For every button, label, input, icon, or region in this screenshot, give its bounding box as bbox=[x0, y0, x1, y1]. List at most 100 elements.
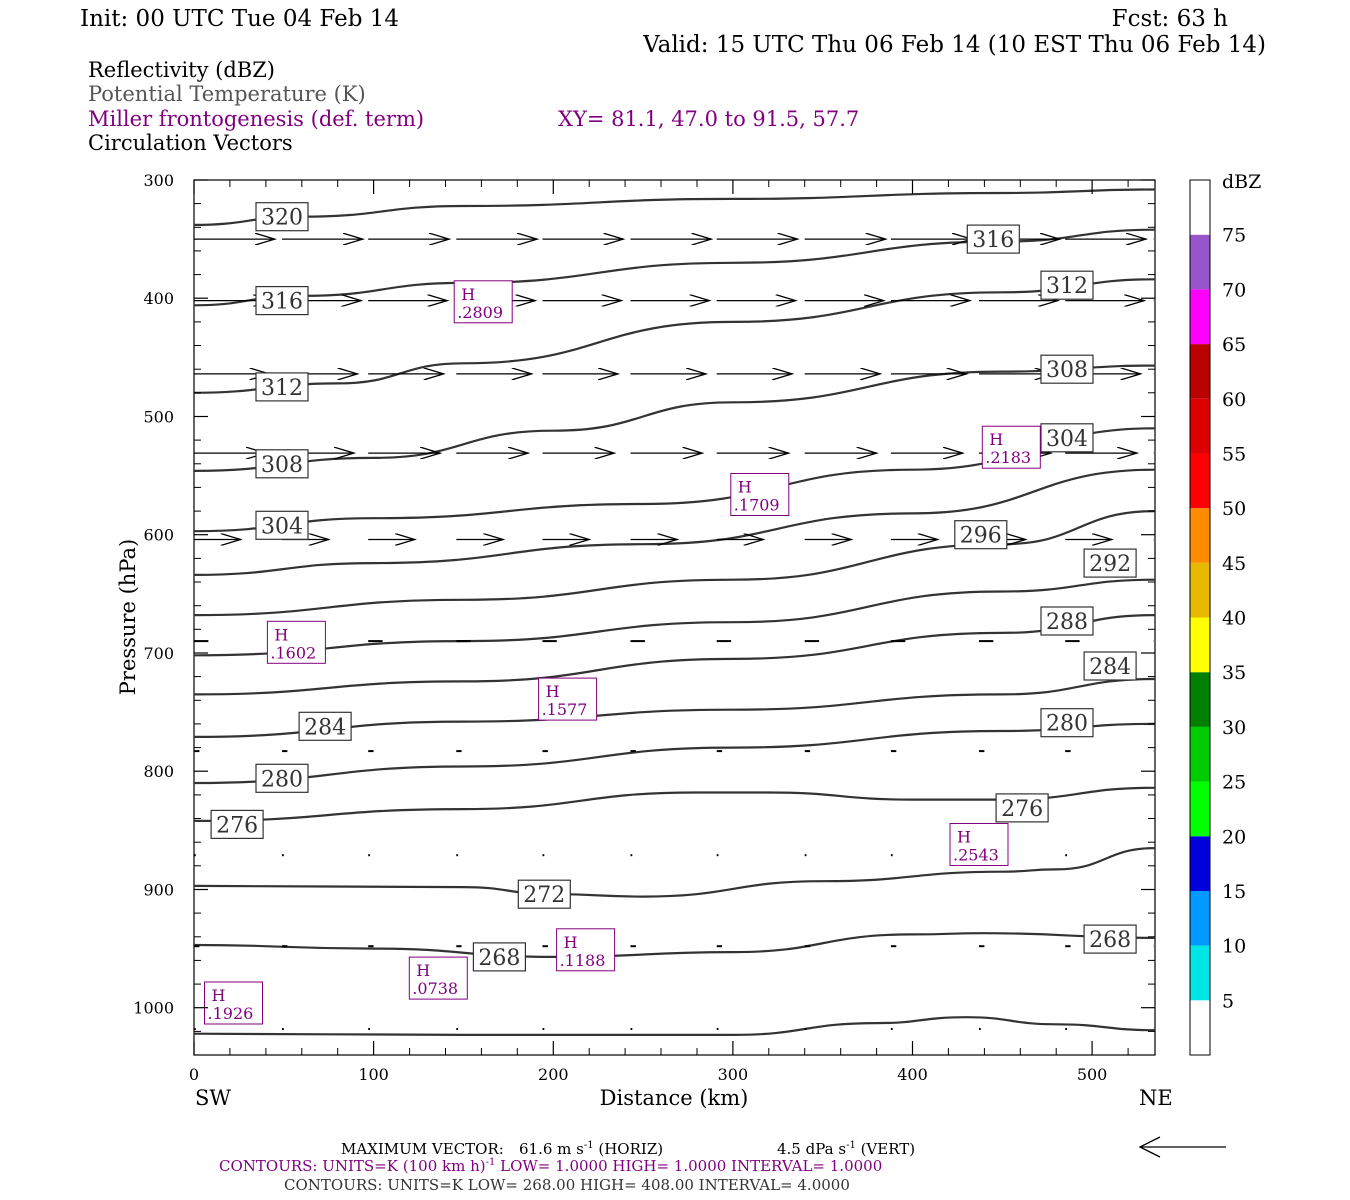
frontogenesis-high-letter: H bbox=[212, 986, 226, 1005]
theta-label-7: 304 bbox=[1046, 427, 1088, 452]
forecast-hour: Fcst: 63 h bbox=[1112, 6, 1229, 32]
y-tick-label: 600 bbox=[143, 526, 174, 545]
theta-label-2: 316 bbox=[261, 290, 303, 315]
theta-label-box-9 bbox=[954, 520, 1008, 550]
init-time: Init: 00 UTC Tue 04 Feb 14 bbox=[80, 6, 399, 32]
frontogenesis-high-letter: H bbox=[957, 828, 971, 847]
theta-label-14: 280 bbox=[1046, 712, 1088, 737]
colorbar-segment bbox=[1190, 234, 1210, 290]
y-tick-label: 1000 bbox=[133, 999, 174, 1018]
colorbar-tick-label: 30 bbox=[1222, 717, 1246, 739]
theta-label-8: 304 bbox=[261, 514, 303, 539]
theta-label-box-2 bbox=[255, 286, 309, 316]
y-tick-label: 800 bbox=[143, 762, 174, 781]
theta-contour-info: CONTOURS: UNITS=K LOW= 268.00 HIGH= 408.… bbox=[284, 1176, 850, 1194]
frontogenesis-high-box bbox=[556, 928, 616, 972]
theta-contour-14 bbox=[193, 1016, 1156, 1037]
frontogenesis-high-letter: H bbox=[546, 682, 560, 701]
colorbar-tick-label: 40 bbox=[1222, 608, 1246, 630]
frontogenesis-high-box bbox=[204, 981, 263, 1025]
colorbar-segment bbox=[1190, 617, 1210, 673]
colorbar-segment bbox=[1190, 180, 1210, 235]
theta-label-box-3 bbox=[1040, 270, 1094, 300]
x-end-right-label: NE bbox=[1139, 1086, 1173, 1110]
legend-potential-temperature: Potential Temperature (K) bbox=[88, 82, 366, 106]
y-axis-title: Pressure (hPa) bbox=[116, 539, 140, 695]
frontogenesis-high-box bbox=[538, 677, 598, 721]
theta-label-10: 292 bbox=[1089, 552, 1131, 577]
frontogenesis-high-value: .1709 bbox=[734, 496, 780, 515]
colorbar-tick-label: 10 bbox=[1222, 936, 1246, 958]
colorbar-segment bbox=[1190, 453, 1210, 509]
colorbar-segment bbox=[1190, 398, 1210, 454]
frontogenesis-high-box bbox=[730, 473, 790, 516]
theta-label-18: 272 bbox=[523, 883, 565, 908]
colorbar-tick-label: 15 bbox=[1222, 881, 1246, 903]
theta-label-box-7 bbox=[1040, 423, 1094, 453]
valid-time: Valid: 15 UTC Thu 06 Feb 14 (10 EST Thu … bbox=[642, 32, 1266, 58]
y-tick-label: 400 bbox=[143, 289, 174, 308]
colorbar-segment bbox=[1190, 562, 1210, 618]
cross-section-endpoints: XY= 81.1, 47.0 to 91.5, 57.7 bbox=[558, 107, 859, 131]
theta-contour-9 bbox=[193, 677, 1156, 738]
x-tick-label: 100 bbox=[358, 1065, 389, 1084]
reflectivity-colorbar: 5 10 15 20 25 30 35 40 45 50 55 60 65 70 75 bbox=[1189, 179, 1246, 1056]
theta-label-box-18 bbox=[517, 879, 571, 909]
frontogenesis-high-box bbox=[266, 620, 326, 664]
x-tick-label: 200 bbox=[538, 1065, 569, 1084]
theta-label-13: 284 bbox=[304, 715, 346, 740]
colorbar-segment bbox=[1190, 836, 1210, 891]
theta-label-20: 268 bbox=[1089, 928, 1131, 953]
y-tick-label: 500 bbox=[143, 408, 174, 427]
colorbar-tick-label: 65 bbox=[1222, 334, 1246, 356]
theta-contour-12 bbox=[193, 847, 1156, 898]
colorbar-tick-label: 55 bbox=[1222, 443, 1246, 465]
frontogenesis-high-value: .1926 bbox=[208, 1004, 254, 1023]
colorbar-tick-label: 70 bbox=[1222, 279, 1246, 301]
theta-label-6: 308 bbox=[261, 453, 303, 478]
colorbar-segment bbox=[1190, 890, 1210, 946]
x-tick-label: 400 bbox=[897, 1065, 928, 1084]
colorbar-tick-label: 50 bbox=[1222, 498, 1246, 520]
colorbar-unit: dBZ bbox=[1222, 171, 1261, 193]
frontogenesis-high-letter: H bbox=[564, 933, 578, 952]
frontogenesis-high-value: .2809 bbox=[457, 303, 503, 322]
x-tick-label: 500 bbox=[1077, 1065, 1108, 1084]
frontogenesis-high-4: H.1577 bbox=[538, 677, 598, 721]
theta-label-15: 280 bbox=[261, 767, 303, 792]
theta-label-box-20 bbox=[1083, 924, 1137, 954]
theta-contour-2 bbox=[193, 278, 1156, 394]
legend-circulation-vectors: Circulation Vectors bbox=[88, 131, 293, 155]
theta-label-12: 284 bbox=[1089, 655, 1131, 680]
colorbar-segment bbox=[1190, 1000, 1210, 1055]
theta-label-box-0 bbox=[255, 202, 309, 232]
frontogenesis-high-7: H.0738 bbox=[408, 956, 468, 1000]
theta-label-box-10 bbox=[1083, 548, 1137, 578]
frontogenesis-high-0: H.2809 bbox=[453, 280, 513, 324]
frontogenesis-high-8: H.1926 bbox=[204, 981, 263, 1025]
frontogenesis-high-letter: H bbox=[738, 478, 752, 497]
theta-label-box-5 bbox=[1040, 354, 1094, 384]
theta-label-19: 268 bbox=[478, 946, 520, 971]
colorbar-segment bbox=[1190, 945, 1210, 1001]
frontogenesis-high-1: H.2183 bbox=[981, 425, 1041, 469]
colorbar-tick-label: 45 bbox=[1222, 553, 1246, 575]
colorbar-tick-label: 25 bbox=[1222, 772, 1246, 794]
frontogenesis-highs: H.2809H.2183H.1709H.1602H.1577H.2543H.11… bbox=[204, 280, 1041, 1025]
colorbar-segment bbox=[1190, 781, 1210, 837]
colorbar-segment bbox=[1190, 726, 1210, 782]
plot-frame bbox=[193, 179, 1156, 1056]
frontogenesis-high-box bbox=[408, 956, 468, 1000]
theta-label-box-19 bbox=[472, 942, 526, 972]
frontogenesis-high-3: H.1602 bbox=[266, 620, 326, 664]
theta-label-16: 276 bbox=[1001, 797, 1043, 822]
theta-label-box-11 bbox=[1040, 606, 1094, 636]
theta-contour-13 bbox=[193, 932, 1156, 959]
theta-label-box-12 bbox=[1083, 651, 1137, 681]
frontogenesis-high-letter: H bbox=[274, 625, 288, 644]
theta-label-4: 312 bbox=[261, 376, 303, 401]
x-end-left-label: SW bbox=[195, 1086, 231, 1110]
theta-contour-8 bbox=[193, 614, 1156, 696]
axes: 300 400 500 600 700 800 900 1000 0 100 200 300 400 50… bbox=[133, 171, 1155, 1084]
